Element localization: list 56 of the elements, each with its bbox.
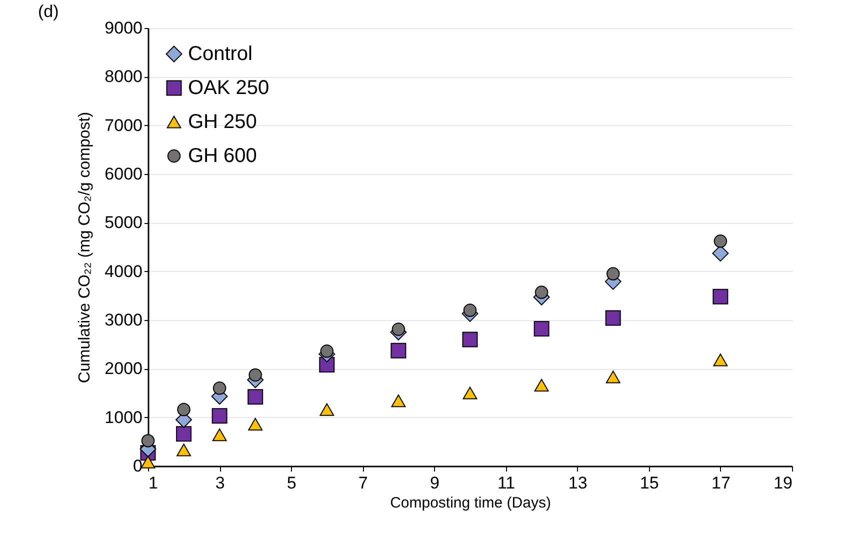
point bbox=[606, 370, 620, 384]
y-tick-label: 0 bbox=[133, 456, 142, 476]
point bbox=[248, 368, 262, 382]
point bbox=[176, 444, 191, 456]
point bbox=[177, 402, 190, 416]
point bbox=[462, 332, 478, 348]
x-tick-label: 7 bbox=[358, 474, 368, 492]
legend-label: Control bbox=[188, 43, 252, 65]
point bbox=[212, 428, 227, 442]
y-tick-label: 4000 bbox=[104, 262, 142, 281]
point bbox=[212, 382, 226, 395]
y-tick-label: 8000 bbox=[104, 67, 142, 86]
point bbox=[176, 426, 192, 442]
x-tick-label: 1 bbox=[148, 474, 158, 492]
point bbox=[140, 456, 156, 468]
point bbox=[534, 378, 549, 392]
point bbox=[534, 321, 550, 337]
point bbox=[320, 344, 334, 358]
point bbox=[462, 386, 478, 400]
point bbox=[534, 286, 548, 299]
point bbox=[212, 408, 228, 424]
x-axis-title: Composting time (Days) bbox=[390, 494, 551, 512]
y-tick-label: 2000 bbox=[104, 359, 142, 378]
y-tick-label: 5000 bbox=[104, 213, 142, 232]
x-tick-label: 11 bbox=[497, 474, 516, 492]
legend-label: GH 250 bbox=[188, 111, 257, 133]
x-tick-label: 9 bbox=[430, 474, 440, 492]
x-tick-label: 3 bbox=[215, 474, 225, 492]
y-tick-label: 3000 bbox=[104, 310, 142, 330]
x-tick-label: 13 bbox=[568, 474, 588, 492]
y-tick-label: 7000 bbox=[104, 116, 142, 135]
point bbox=[390, 342, 406, 358]
legend-label: GH 600 bbox=[188, 145, 257, 167]
point bbox=[606, 267, 620, 280]
point bbox=[392, 322, 406, 336]
legend-label: OAK 250 bbox=[188, 77, 270, 99]
chart-title: (d) bbox=[38, 2, 59, 21]
y-tick-label: 6000 bbox=[104, 164, 142, 184]
point bbox=[605, 310, 621, 326]
point bbox=[141, 434, 155, 448]
y-tick-label: 9000 bbox=[104, 18, 142, 38]
x-tick-label: 5 bbox=[286, 474, 296, 492]
point bbox=[320, 403, 334, 416]
y-axis-title: Cumulative CO₂₂ (mg CO₂/g compost) bbox=[76, 112, 94, 384]
point bbox=[712, 288, 728, 304]
point bbox=[248, 418, 263, 430]
point bbox=[463, 304, 477, 317]
x-tick-label: 19 bbox=[774, 474, 792, 492]
point bbox=[712, 245, 729, 262]
x-tick-label: 15 bbox=[640, 474, 659, 492]
x-tick-label: 17 bbox=[711, 474, 730, 492]
point bbox=[714, 234, 728, 248]
point bbox=[713, 354, 728, 366]
y-tick-label: 1000 bbox=[104, 408, 142, 427]
point bbox=[248, 389, 264, 405]
point bbox=[391, 394, 406, 408]
